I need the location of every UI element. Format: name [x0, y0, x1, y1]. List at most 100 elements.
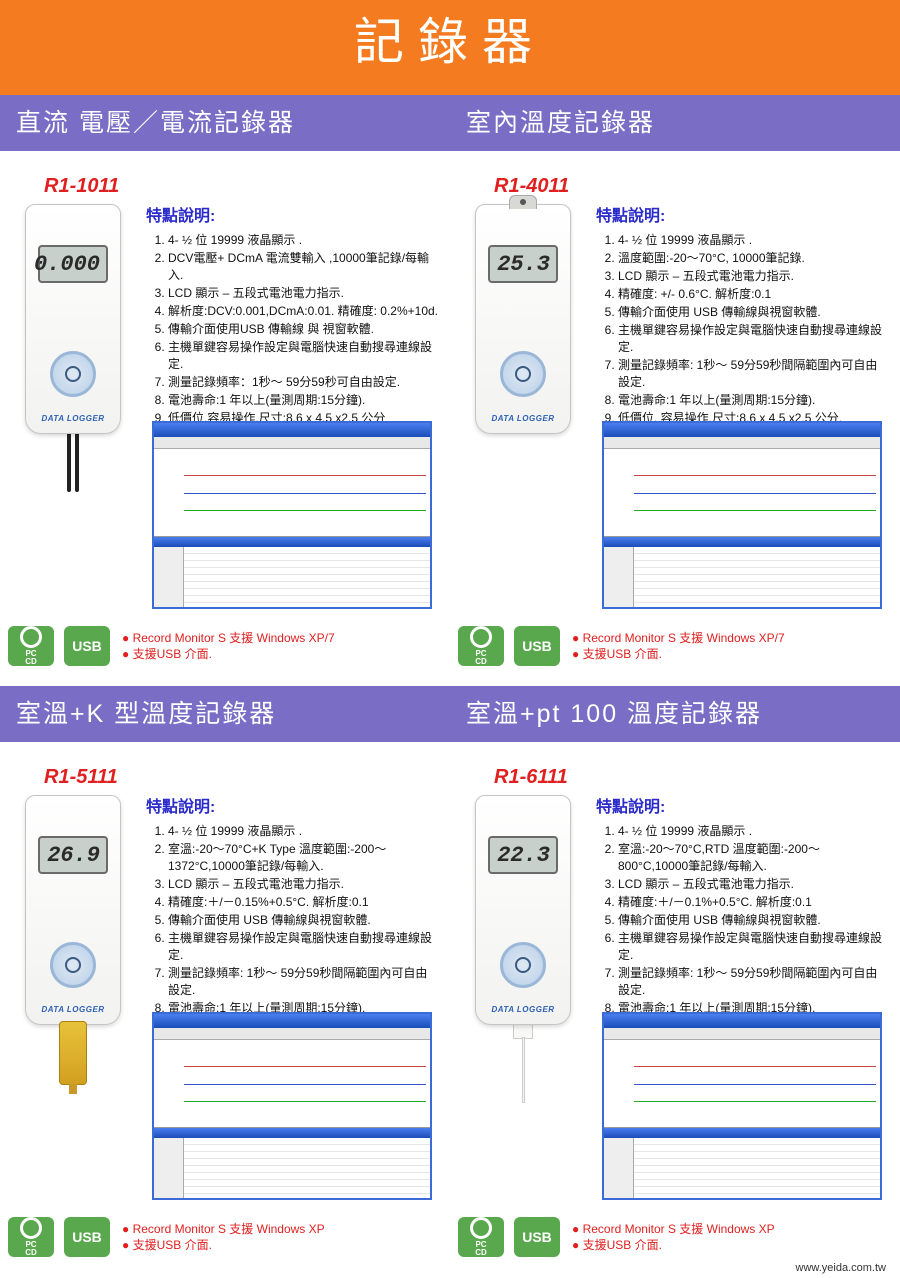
product-cell-0: R1-1011 0.000 DATA LOGGER 特點說明: 4- ½ 位 1…: [0, 151, 450, 686]
feature-list: 4- ½ 位 19999 液晶顯示 .DCV電壓+ DCmA 電流雙輸入 ,10…: [146, 232, 438, 427]
badge-group: PCCD USB: [458, 626, 560, 666]
page-header: 記錄器: [0, 0, 900, 95]
spec-title: 特點說明:: [596, 793, 888, 817]
badge-group: PCCD USB: [8, 1217, 110, 1257]
feature-item: 測量記錄頻率: 1秒～ 59分59秒間隔範圍內可自由設定.: [618, 357, 888, 391]
feature-item: 溫度範圍:-20～70°C, 10000筆記錄.: [618, 250, 888, 267]
model-number: R1-4011: [494, 175, 888, 198]
feature-item: 傳輸介面使用 USB 傳輸線與視窗軟體.: [168, 912, 438, 929]
software-screenshot: [152, 1012, 432, 1192]
feature-item: 主機單鍵容易操作設定與電腦快速自動搜尋連線設定.: [618, 930, 888, 964]
subheader-row-2: 室溫+K 型溫度記錄器 室溫+pt 100 溫度記錄器: [0, 686, 900, 742]
pc-cd-badge: PCCD: [8, 626, 54, 666]
power-button-icon: [50, 942, 96, 988]
lcd-display: 25.3: [488, 245, 558, 283]
device-label: DATA LOGGER: [26, 414, 120, 423]
notes: Record Monitor S 支援 Windows XP支援USB 介面.: [122, 1221, 325, 1253]
device-label: DATA LOGGER: [26, 1005, 120, 1014]
feature-item: 傳輸介面使用 USB 傳輸線與視窗軟體.: [618, 912, 888, 929]
feature-item: 4- ½ 位 19999 液晶顯示 .: [168, 823, 438, 840]
subheader-3: 室溫+pt 100 溫度記錄器: [450, 686, 900, 742]
feature-list: 4- ½ 位 19999 液晶顯示 .室溫:-20～70°C+K Type 溫度…: [146, 823, 438, 1035]
pc-cd-badge: PCCD: [458, 626, 504, 666]
note-item: 支援USB 介面.: [572, 1237, 775, 1253]
device-label: DATA LOGGER: [476, 414, 570, 423]
spec-title: 特點說明:: [596, 202, 888, 226]
feature-list: 4- ½ 位 19999 液晶顯示 .室溫:-20～70°C,RTD 溫度範圍:…: [596, 823, 888, 1035]
badge-group: PCCD USB: [8, 626, 110, 666]
power-button-icon: [500, 351, 546, 397]
product-cell-3: R1-6111 22.3 DATA LOGGER 特點說明: 4- ½ 位 19…: [450, 742, 900, 1277]
feature-item: 主機單鍵容易操作設定與電腦快速自動搜尋連線設定.: [168, 930, 438, 964]
lcd-display: 22.3: [488, 836, 558, 874]
feature-item: 傳輸介面使用 USB 傳輸線與視窗軟體.: [618, 304, 888, 321]
software-screenshot: [602, 421, 882, 601]
badge-group: PCCD USB: [458, 1217, 560, 1257]
notes: Record Monitor S 支援 Windows XP/7支援USB 介面…: [122, 630, 335, 662]
feature-item: LCD 顯示 – 五段式電池電力指示.: [168, 285, 438, 302]
device-illustration: 25.3 DATA LOGGER: [458, 202, 588, 434]
note-item: Record Monitor S 支援 Windows XP: [122, 1221, 325, 1237]
feature-item: 4- ½ 位 19999 液晶顯示 .: [168, 232, 438, 249]
notes: Record Monitor S 支援 Windows XP支援USB 介面.: [572, 1221, 775, 1253]
feature-item: DCV電壓+ DCmA 電流雙輸入 ,10000筆記錄/每輸入.: [168, 250, 438, 284]
feature-item: LCD 顯示 – 五段式電池電力指示.: [168, 876, 438, 893]
feature-item: 測量記錄頻率：1秒～ 59分59秒可自由設定.: [168, 374, 438, 391]
feature-item: LCD 顯示 – 五段式電池電力指示.: [618, 268, 888, 285]
pc-cd-badge: PCCD: [8, 1217, 54, 1257]
subheader-row-1: 直流 電壓／電流記錄器 室內溫度記錄器: [0, 95, 900, 151]
footer-url: www.yeida.com.tw: [796, 1262, 886, 1274]
model-number: R1-5111: [44, 766, 438, 789]
product-cell-2: R1-5111 26.9 DATA LOGGER 特點說明: 4- ½ 位 19…: [0, 742, 450, 1277]
usb-badge: USB: [64, 1217, 110, 1257]
note-item: 支援USB 介面.: [122, 646, 335, 662]
usb-badge: USB: [514, 1217, 560, 1257]
spec-title: 特點說明:: [146, 202, 438, 226]
feature-item: 4- ½ 位 19999 液晶顯示 .: [618, 823, 888, 840]
lcd-display: 0.000: [38, 245, 108, 283]
spec-title: 特點說明:: [146, 793, 438, 817]
feature-item: 室溫:-20～70°C,RTD 溫度範圍:-200～800°C,10000筆記錄…: [618, 841, 888, 875]
feature-item: 解析度:DCV:0.001,DCmA:0.01. 精確度: 0.2%+10d.: [168, 303, 438, 320]
note-item: 支援USB 介面.: [122, 1237, 325, 1253]
hook-icon: [509, 195, 537, 209]
feature-item: 精確度:＋/－0.1%+0.5°C. 解析度:0.1: [618, 894, 888, 911]
feature-item: 電池壽命:1 年以上(量測周期:15分鐘).: [618, 392, 888, 409]
cable-icon: [67, 432, 79, 492]
model-number: R1-1011: [44, 175, 438, 198]
feature-item: 電池壽命:1 年以上(量測周期:15分鐘).: [168, 392, 438, 409]
device-illustration: 0.000 DATA LOGGER: [8, 202, 138, 492]
feature-item: 主機單鍵容易操作設定與電腦快速自動搜尋連線設定.: [618, 322, 888, 356]
feature-item: 傳輸介面使用USB 傳輸線 與 視窗軟體.: [168, 321, 438, 338]
product-cell-1: R1-4011 25.3 DATA LOGGER 特點說明: 4- ½ 位 19…: [450, 151, 900, 686]
feature-item: 室溫:-20～70°C+K Type 溫度範圍:-200～1372°C,1000…: [168, 841, 438, 875]
software-screenshot: [602, 1012, 882, 1192]
feature-item: 測量記錄頻率: 1秒～ 59分59秒間隔範圍內可自由設定.: [168, 965, 438, 999]
notes: Record Monitor S 支援 Windows XP/7支援USB 介面…: [572, 630, 785, 662]
model-number: R1-6111: [494, 766, 888, 789]
note-item: 支援USB 介面.: [572, 646, 785, 662]
usb-badge: USB: [64, 626, 110, 666]
power-button-icon: [50, 351, 96, 397]
subheader-2: 室溫+K 型溫度記錄器: [0, 686, 450, 742]
feature-item: 主機單鍵容易操作設定與電腦快速自動搜尋連線設定.: [168, 339, 438, 373]
power-button-icon: [500, 942, 546, 988]
note-item: Record Monitor S 支援 Windows XP/7: [572, 630, 785, 646]
feature-item: 精確度: +/- 0.6°C. 解析度:0.1: [618, 286, 888, 303]
note-item: Record Monitor S 支援 Windows XP/7: [122, 630, 335, 646]
lcd-display: 26.9: [38, 836, 108, 874]
feature-item: 4- ½ 位 19999 液晶顯示 .: [618, 232, 888, 249]
k-probe-icon: [59, 1021, 87, 1085]
device-label: DATA LOGGER: [476, 1005, 570, 1014]
usb-badge: USB: [514, 626, 560, 666]
device-illustration: 22.3 DATA LOGGER: [458, 793, 588, 1103]
subheader-1: 室內溫度記錄器: [450, 95, 900, 151]
pc-cd-badge: PCCD: [458, 1217, 504, 1257]
feature-list: 4- ½ 位 19999 液晶顯示 .溫度範圍:-20～70°C, 10000筆…: [596, 232, 888, 427]
note-item: Record Monitor S 支援 Windows XP: [572, 1221, 775, 1237]
software-screenshot: [152, 421, 432, 601]
subheader-0: 直流 電壓／電流記錄器: [0, 95, 450, 151]
device-illustration: 26.9 DATA LOGGER: [8, 793, 138, 1085]
feature-item: LCD 顯示 – 五段式電池電力指示.: [618, 876, 888, 893]
feature-item: 測量記錄頻率: 1秒～ 59分59秒間隔範圍內可自由設定.: [618, 965, 888, 999]
